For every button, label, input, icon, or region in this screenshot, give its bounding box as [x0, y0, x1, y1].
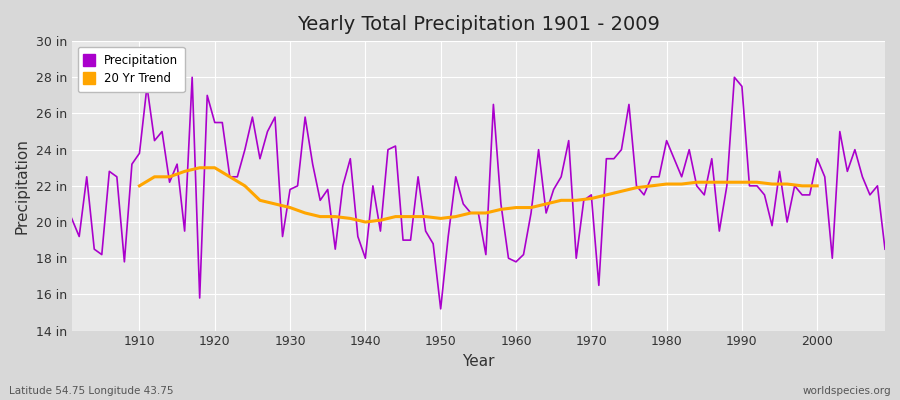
Title: Yearly Total Precipitation 1901 - 2009: Yearly Total Precipitation 1901 - 2009: [297, 15, 660, 34]
Text: Latitude 54.75 Longitude 43.75: Latitude 54.75 Longitude 43.75: [9, 386, 174, 396]
Legend: Precipitation, 20 Yr Trend: Precipitation, 20 Yr Trend: [77, 47, 184, 92]
Text: worldspecies.org: worldspecies.org: [803, 386, 891, 396]
Y-axis label: Precipitation: Precipitation: [15, 138, 30, 234]
X-axis label: Year: Year: [462, 354, 495, 369]
